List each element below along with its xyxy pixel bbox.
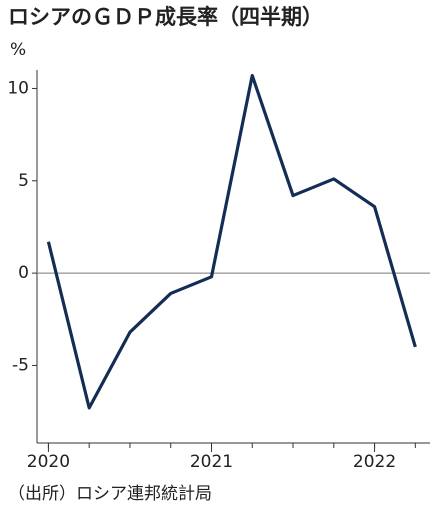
- line-series: [46, 73, 417, 410]
- x-tick-label: 2021: [190, 452, 233, 472]
- x-tick-label: 2020: [27, 452, 70, 472]
- chart-title: ロシアのＧＤＰ成長率（四半期）: [8, 5, 323, 29]
- y-tick-label: -5: [12, 355, 29, 375]
- y-tick-label: 10: [7, 78, 29, 98]
- y-tick-label: 0: [18, 263, 29, 283]
- y-unit: %: [10, 40, 26, 60]
- source: （出所）ロシア連邦統計局: [8, 484, 212, 504]
- x-tick-label: 2022: [353, 452, 396, 472]
- y-tick-label: 5: [18, 171, 29, 191]
